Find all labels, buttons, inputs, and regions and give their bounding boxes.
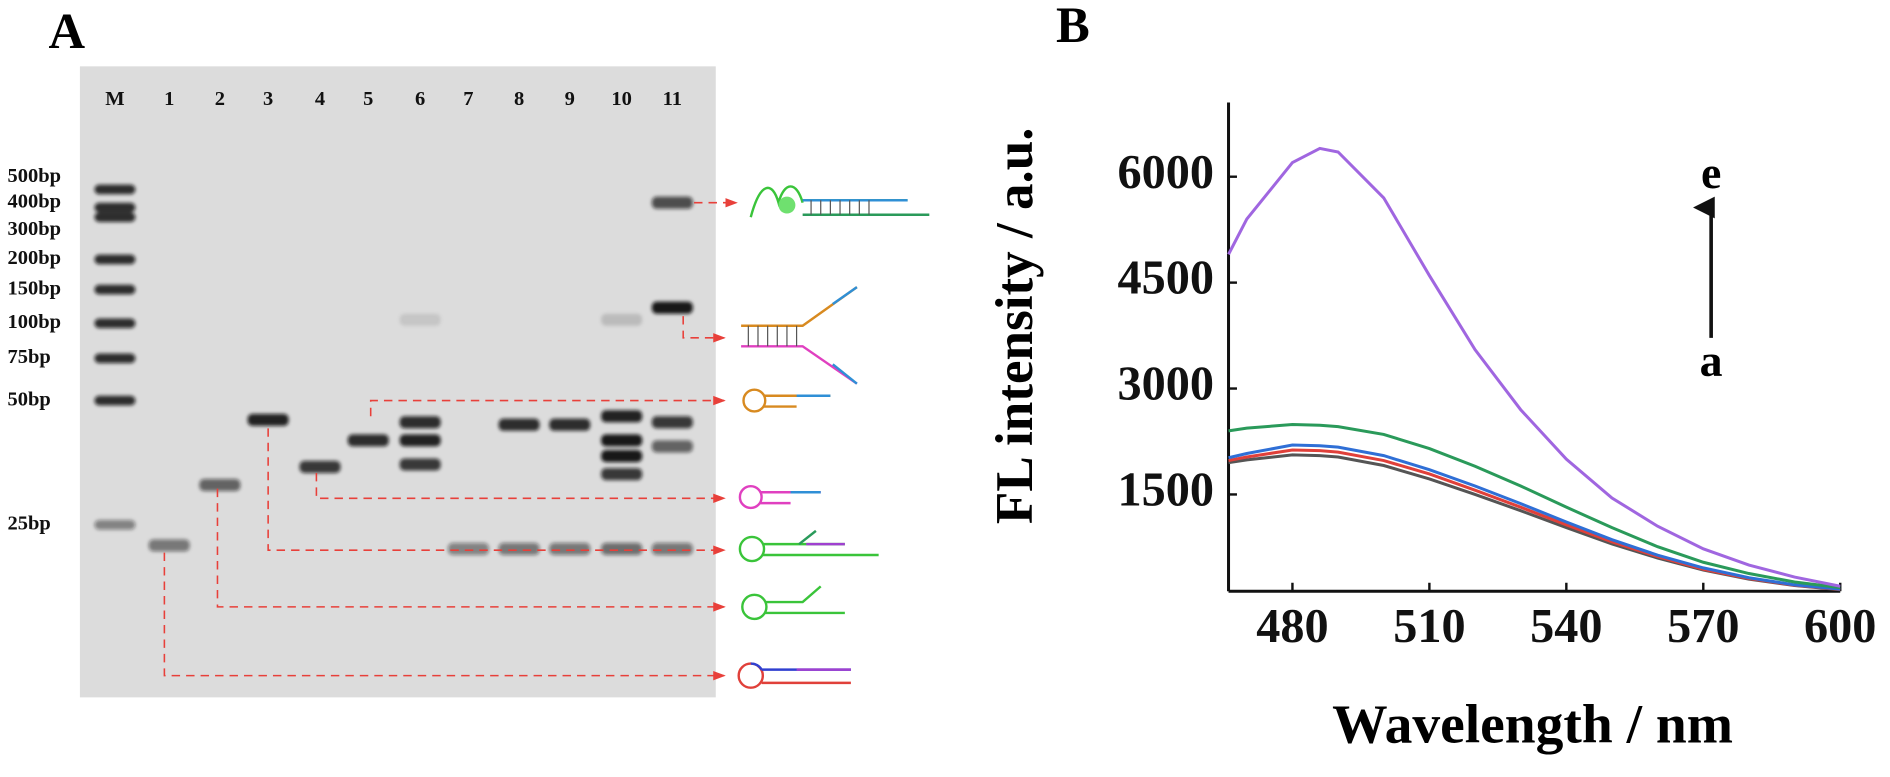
lane-label: 8: [514, 88, 524, 110]
x-tick-label: 540: [1530, 600, 1602, 653]
lane-label: 9: [565, 88, 575, 110]
marker-label: 200bp: [8, 247, 62, 269]
series-line: [1228, 443, 1841, 591]
lane-label: 10: [611, 88, 632, 110]
annotation: e: [1701, 147, 1721, 198]
structure-icons: [737, 185, 930, 689]
lane-label: 7: [463, 88, 473, 110]
marker-label: 50bp: [8, 388, 51, 410]
lane-label: 3: [263, 88, 273, 110]
band: [148, 539, 190, 552]
band: [601, 542, 643, 555]
band: [601, 468, 643, 481]
x-tick-label: 510: [1393, 600, 1465, 653]
connectors: [163, 197, 738, 681]
band: [199, 478, 241, 492]
band: [601, 450, 643, 463]
x-tick-label: 570: [1667, 600, 1739, 653]
series-line: [1228, 448, 1841, 591]
band: [601, 313, 643, 326]
connector: [315, 472, 726, 503]
band: [94, 353, 136, 364]
connector: [267, 428, 726, 555]
series-line: [1228, 453, 1841, 592]
connector: [216, 488, 726, 612]
marker-label: 500bp: [8, 165, 62, 187]
band: [94, 184, 136, 195]
connector: [682, 316, 726, 343]
gel-image: [79, 66, 716, 698]
band: [299, 460, 341, 473]
band: [247, 413, 289, 426]
band: [94, 254, 136, 265]
band: [651, 416, 693, 429]
band: [549, 542, 591, 555]
marker-labels: 500bp 400bp 300bp 200bp 150bp 100bp 75bp 50bp 25…: [8, 165, 62, 534]
icon: [737, 662, 851, 689]
band: [447, 542, 489, 555]
band: [651, 196, 693, 209]
icon: [749, 185, 930, 218]
panel-label: B: [1056, 0, 1090, 53]
band: [94, 284, 136, 295]
series-line: [1227, 146, 1841, 588]
band: [399, 313, 441, 326]
icon: [741, 286, 858, 385]
icon: [738, 529, 879, 563]
x-axis-label: Wavelength / nm: [1332, 695, 1733, 756]
band: [601, 434, 643, 447]
icon: [742, 388, 831, 413]
y-tick-label: 3000: [1118, 358, 1215, 411]
band: [347, 434, 389, 447]
lane-label: M: [105, 88, 124, 110]
marker-label: 25bp: [8, 513, 51, 535]
lane-label: 2: [215, 88, 225, 110]
marker-label: 300bp: [8, 218, 62, 240]
band: [498, 418, 540, 431]
marker-label: 150bp: [8, 277, 62, 299]
y-tick-label: 1500: [1118, 464, 1215, 517]
connector: [369, 395, 726, 417]
band: [399, 416, 441, 429]
marker-label: 75bp: [8, 346, 51, 368]
band: [651, 440, 693, 453]
band: [399, 458, 441, 471]
lane-label: 1: [164, 88, 174, 110]
lane-labels: M 1 2 3 4 5 6 7 8 9 10 11: [105, 88, 682, 110]
chart-panel: B Wavelength / nm FL intensity / a.u. e …: [986, 0, 1876, 756]
annotation: a: [1700, 335, 1723, 386]
marker-label: 100bp: [8, 311, 62, 333]
band: [94, 202, 136, 213]
lane-label: 11: [663, 88, 682, 110]
band: [549, 418, 591, 431]
y-axis-label: FL intensity / a.u.: [986, 127, 1044, 524]
band: [601, 410, 643, 423]
band: [94, 212, 136, 222]
lane-label: 6: [415, 88, 425, 110]
band: [498, 542, 540, 555]
lane-label: 5: [363, 88, 373, 110]
marker-label: 400bp: [8, 190, 62, 212]
band: [399, 434, 441, 447]
y-tick-label: 6000: [1118, 146, 1215, 199]
panel-label: A: [49, 3, 86, 59]
bands: [94, 184, 693, 555]
icon: [741, 585, 845, 621]
series-line: [1228, 423, 1841, 590]
band: [651, 542, 693, 555]
y-tick-label: 4500: [1118, 252, 1215, 305]
band: [94, 395, 136, 406]
x-tick-label: 480: [1256, 600, 1328, 653]
gel-panel: A M 1 2 3 4 5 6 7 8 9 10 11 500bp 400bp 300bp 200bp 150…: [8, 3, 930, 698]
band: [94, 520, 136, 530]
band: [94, 318, 136, 329]
x-tick-label: 600: [1804, 600, 1876, 653]
icon: [738, 485, 821, 510]
band: [651, 301, 693, 314]
connector: [163, 552, 726, 681]
lane-label: 4: [315, 88, 325, 110]
